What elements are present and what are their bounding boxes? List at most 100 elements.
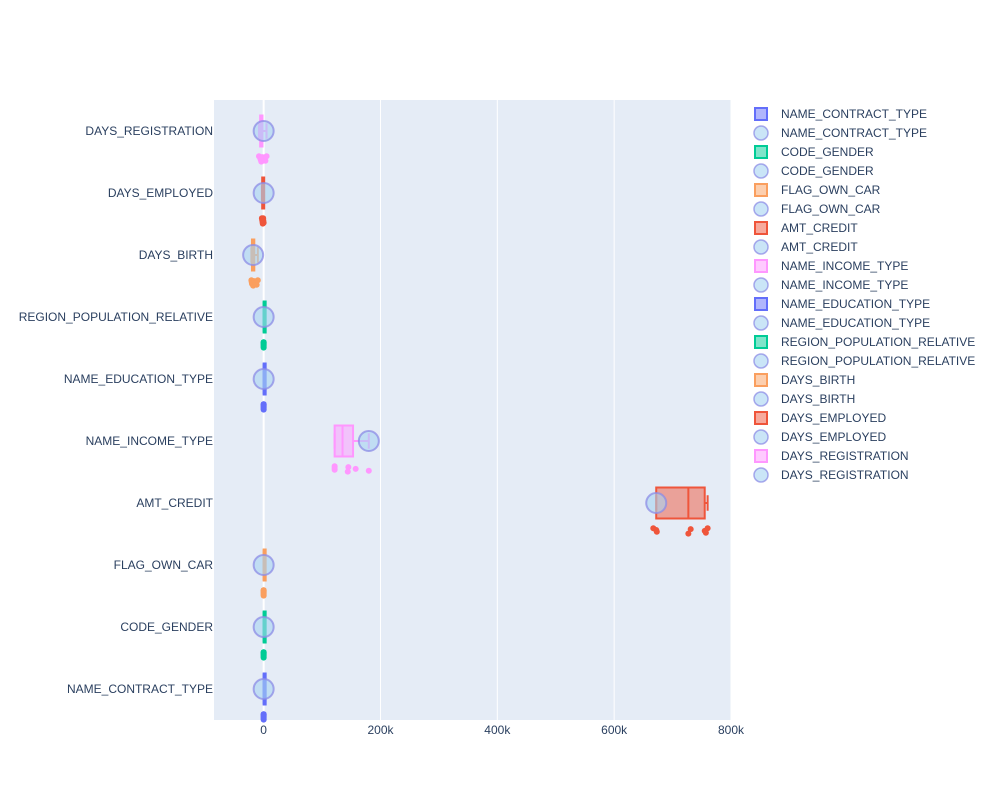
mean-marker[interactable]: [252, 554, 275, 576]
legend-item-region-population-relative-circle[interactable]: REGION_POPULATION_RELATIVE: [753, 353, 975, 369]
legend-item-days-employed-circle[interactable]: DAYS_EMPLOYED: [753, 429, 886, 445]
box-name-education-type[interactable]: [252, 362, 275, 413]
legend-box-swatch: [754, 449, 768, 463]
data-point: [345, 464, 352, 471]
legend-label: CODE_GENDER: [781, 164, 874, 178]
box-days-registration[interactable]: [252, 114, 275, 165]
mean-marker[interactable]: [252, 182, 275, 204]
y-tick-label: CODE_GENDER: [120, 620, 213, 634]
legend-item-days-registration-box[interactable]: DAYS_REGISTRATION: [754, 449, 909, 463]
data-point: [685, 530, 692, 537]
legend-circle-swatch: [753, 201, 769, 217]
data-point: [260, 215, 267, 222]
box-flag-own-car[interactable]: [252, 548, 275, 599]
box-code-gender[interactable]: [252, 610, 275, 661]
legend-label: DAYS_REGISTRATION: [781, 449, 909, 463]
legend-label: REGION_POPULATION_RELATIVE: [781, 354, 975, 368]
legend-label: FLAG_OWN_CAR: [781, 183, 881, 197]
y-tick-label: DAYS_BIRTH: [139, 248, 213, 262]
data-point: [260, 343, 267, 350]
legend-label: DAYS_EMPLOYED: [781, 411, 886, 425]
x-tick-label: 800k: [718, 723, 745, 737]
legend-item-code-gender-box[interactable]: CODE_GENDER: [754, 145, 874, 159]
legend-label: NAME_EDUCATION_TYPE: [781, 297, 930, 311]
legend-item-name-contract-type-box[interactable]: NAME_CONTRACT_TYPE: [754, 107, 927, 121]
data-point: [260, 715, 267, 722]
legend-item-amt-credit-circle[interactable]: AMT_CREDIT: [753, 239, 858, 255]
legend[interactable]: NAME_CONTRACT_TYPE NAME_CONTRACT_TYPE CODE…: [753, 107, 975, 483]
legend-label: DAYS_REGISTRATION: [781, 468, 909, 482]
data-point: [260, 653, 267, 660]
legend-label: NAME_CONTRACT_TYPE: [781, 107, 927, 121]
legend-item-days-registration-circle[interactable]: DAYS_REGISTRATION: [753, 467, 909, 483]
box-amt-credit[interactable]: [645, 486, 711, 537]
legend-item-amt-credit-box[interactable]: AMT_CREDIT: [754, 221, 858, 235]
legend-label: FLAG_OWN_CAR: [781, 202, 881, 216]
legend-item-name-income-type-box[interactable]: NAME_INCOME_TYPE: [754, 259, 908, 273]
legend-label: AMT_CREDIT: [781, 221, 858, 235]
legend-label: AMT_CREDIT: [781, 240, 858, 254]
legend-item-name-income-type-circle[interactable]: NAME_INCOME_TYPE: [753, 277, 908, 293]
box-name-income-type[interactable]: [331, 424, 380, 475]
legend-item-name-education-type-box[interactable]: NAME_EDUCATION_TYPE: [754, 297, 930, 311]
legend-label: NAME_INCOME_TYPE: [781, 278, 908, 292]
data-point: [352, 465, 359, 472]
mean-marker[interactable]: [252, 368, 275, 390]
mean-marker[interactable]: [645, 492, 668, 514]
data-point: [702, 529, 709, 536]
data-point: [260, 591, 267, 598]
legend-item-days-employed-box[interactable]: DAYS_EMPLOYED: [754, 411, 886, 425]
y-tick-label: NAME_CONTRACT_TYPE: [67, 682, 213, 696]
legend-item-name-contract-type-circle[interactable]: NAME_CONTRACT_TYPE: [753, 125, 927, 141]
data-point: [260, 219, 267, 226]
data-point: [260, 401, 267, 408]
legend-circle-swatch: [753, 353, 769, 369]
legend-box-swatch: [754, 145, 768, 159]
mean-marker[interactable]: [252, 120, 275, 142]
legend-item-days-birth-box[interactable]: DAYS_BIRTH: [754, 373, 855, 387]
legend-item-flag-own-car-box[interactable]: FLAG_OWN_CAR: [754, 183, 881, 197]
data-point: [263, 153, 270, 160]
data-point: [253, 281, 260, 288]
data-point: [262, 157, 269, 164]
legend-box-swatch: [754, 259, 768, 273]
x-tick-label: 200k: [367, 723, 394, 737]
legend-label: DAYS_BIRTH: [781, 373, 855, 387]
plot-area: [214, 100, 731, 720]
legend-item-name-education-type-circle[interactable]: NAME_EDUCATION_TYPE: [753, 315, 930, 331]
box-name-contract-type[interactable]: [252, 672, 275, 723]
y-tick-label: FLAG_OWN_CAR: [114, 558, 214, 572]
legend-item-days-birth-circle[interactable]: DAYS_BIRTH: [753, 391, 855, 407]
data-point: [260, 587, 267, 594]
mean-marker[interactable]: [252, 306, 275, 328]
legend-circle-swatch: [753, 277, 769, 293]
legend-label: NAME_INCOME_TYPE: [781, 259, 908, 273]
box-days-employed[interactable]: [252, 176, 275, 227]
legend-box-swatch: [754, 183, 768, 197]
mean-marker[interactable]: [252, 678, 275, 700]
legend-label: NAME_CONTRACT_TYPE: [781, 126, 927, 140]
legend-box-swatch: [754, 107, 768, 121]
y-tick-label: DAYS_REGISTRATION: [85, 124, 213, 138]
data-point: [365, 467, 372, 474]
mean-marker[interactable]: [242, 244, 265, 266]
legend-item-flag-own-car-circle[interactable]: FLAG_OWN_CAR: [753, 201, 881, 217]
mean-marker[interactable]: [357, 430, 380, 452]
data-point: [260, 339, 267, 346]
legend-item-region-population-relative-box[interactable]: REGION_POPULATION_RELATIVE: [754, 335, 975, 349]
mean-marker[interactable]: [252, 616, 275, 638]
legend-circle-swatch: [753, 429, 769, 445]
data-point: [653, 528, 660, 535]
box-days-birth[interactable]: [242, 238, 265, 289]
legend-circle-swatch: [753, 163, 769, 179]
x-axis-tick-labels: 0 200k 400k 600k 800k: [260, 723, 745, 737]
box-iqr: [333, 424, 355, 458]
data-point: [344, 468, 351, 475]
box-region-population-relative[interactable]: [252, 300, 275, 351]
data-point: [687, 526, 694, 533]
legend-box-swatch: [754, 411, 768, 425]
legend-item-code-gender-circle[interactable]: CODE_GENDER: [753, 163, 874, 179]
data-point: [260, 405, 267, 412]
legend-box-swatch: [754, 297, 768, 311]
x-tick-label: 600k: [601, 723, 628, 737]
